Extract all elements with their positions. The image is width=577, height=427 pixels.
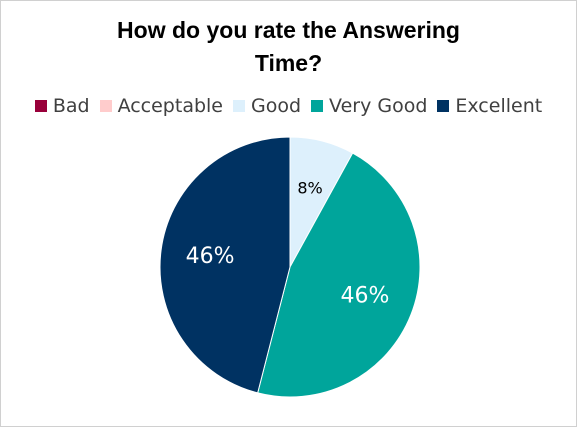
chart-legend: Bad Acceptable Good Very Good Excellent [0,92,577,120]
pie-slice-very-good [257,152,421,398]
data-label-good: 8% [297,178,322,197]
legend-item-very-good: Very Good [311,95,427,117]
legend-label-very-good: Very Good [329,95,428,117]
pie-slice-excellent [159,136,291,394]
legend-label-good: Good [251,95,302,117]
chart-title-line-1: How do you rate the Answering [117,17,460,43]
legend-item-acceptable: Acceptable [99,95,223,117]
chart-title-line-2: Time? [254,50,323,76]
legend-item-excellent: Excellent [437,95,542,117]
legend-swatch-excellent [437,100,450,112]
pie-slices [159,136,421,398]
legend-label-excellent: Excellent [455,95,543,117]
data-label-excellent: 46% [186,244,235,269]
legend-label-acceptable: Acceptable [117,95,223,117]
legend-swatch-bad [34,100,47,112]
legend-swatch-acceptable [99,100,112,112]
legend-swatch-good [233,100,245,112]
legend-label-bad: Bad [52,95,90,117]
legend-item-good: Good [233,95,301,117]
legend-item-bad: Bad [34,95,90,117]
pie-data-labels: 8% 46% 46% [186,178,390,308]
chart-title: How do you rate the Answering Time? [0,14,577,80]
legend-swatch-very-good [311,100,324,112]
data-label-very-good: 46% [340,284,389,309]
